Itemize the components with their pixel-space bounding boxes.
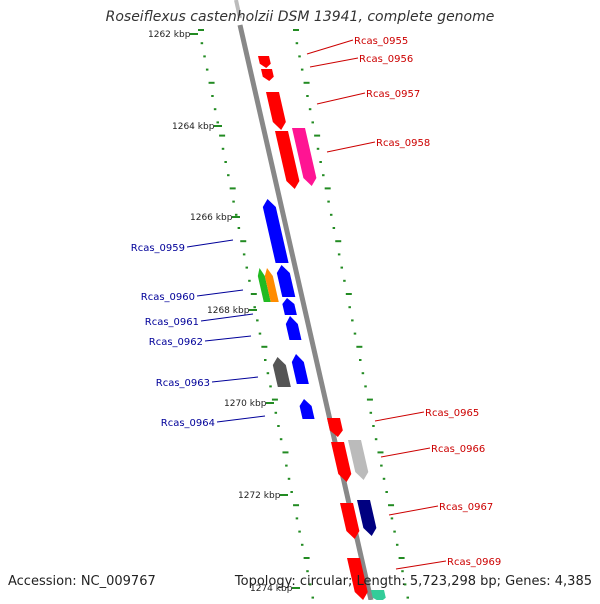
gene-label-rcas-0964-leader — [216, 415, 266, 423]
kbp-label: 1262 kbp — [148, 30, 191, 40]
gene-label-rcas-0959-leader — [186, 239, 234, 248]
gene-rcas-0964 — [299, 399, 315, 419]
gene-label-rcas-0967-leader — [388, 505, 439, 516]
gene-label-rcas-0962-leader — [204, 335, 252, 342]
gene-label-rcas-0965: Rcas_0965 — [425, 408, 479, 419]
kbp-label: 1272 kbp — [238, 491, 281, 501]
gene-extra — [371, 590, 386, 602]
gene-label-rcas-0957: Rcas_0957 — [366, 89, 420, 100]
gene-rcas-0967 — [357, 500, 377, 536]
gene-label-rcas-0966: Rcas_0966 — [431, 444, 485, 455]
gene-label-rcas-0967: Rcas_0967 — [439, 502, 493, 513]
gene-rcas-0955 — [258, 56, 271, 68]
gene-label-rcas-0963-leader — [211, 376, 259, 383]
gene-rcas-0957 — [266, 92, 286, 130]
gene-label-rcas-0960: Rcas_0960 — [141, 292, 195, 303]
gene-label-rcas-0955: Rcas_0955 — [354, 36, 408, 47]
kbp-label: 1264 kbp — [172, 122, 215, 132]
gene-rcas-0966 — [348, 440, 369, 480]
gene-rcas-0961a — [276, 265, 296, 297]
gene-rcas-0959 — [262, 199, 289, 263]
gene-rcas-0961 — [282, 298, 297, 315]
kbp-label: 1274 kbp — [250, 584, 293, 594]
gene-rcas-0963b — [291, 354, 309, 384]
backbone-upper-stub — [234, 0, 242, 19]
gene-label-rcas-0964: Rcas_0964 — [161, 418, 215, 429]
map-title: Roseiflexus castenholzii DSM 13941, comp… — [105, 9, 495, 25]
left-tick-track — [198, 29, 315, 599]
right-tick-track — [293, 29, 410, 599]
gene-features — [257, 56, 386, 602]
gene-label-rcas-0966-leader — [380, 447, 431, 458]
gene-label-rcas-0956-leader — [309, 57, 359, 68]
accession-text: Accession: NC_009767 — [8, 574, 156, 589]
gene-label-rcas-0960-leader — [196, 289, 244, 297]
gene-label-rcas-0958: Rcas_0958 — [376, 138, 430, 149]
kbp-scale: 1262 kbp 1264 kbp 1266 kbp 1268 kbp 1270 kbp… — [148, 30, 300, 594]
gene-rcas-0966a — [331, 442, 352, 482]
gene-label-rcas-0957-leader — [316, 92, 366, 105]
gene-label-rcas-0962: Rcas_0962 — [149, 337, 203, 348]
gene-rcas-0957b — [275, 131, 300, 189]
gene-label-rcas-0965-leader — [374, 411, 425, 422]
gene-rcas-0958 — [292, 128, 317, 186]
genome-summary-text: Topology: circular; Length: 5,723,298 bp… — [234, 574, 592, 589]
gene-label-rcas-0961: Rcas_0961 — [145, 317, 199, 328]
kbp-label: 1270 kbp — [224, 399, 267, 409]
gene-rcas-0965 — [327, 418, 343, 437]
gene-label-rcas-0959: Rcas_0959 — [131, 243, 185, 254]
kbp-label: 1268 kbp — [207, 306, 250, 316]
kbp-label: 1266 kbp — [190, 213, 233, 223]
gene-label-rcas-0969-leader — [395, 560, 447, 570]
gene-label-rcas-0958-leader — [326, 141, 376, 153]
gene-rcas-0956 — [261, 69, 274, 81]
gene-label-rcas-0961-leader — [200, 313, 254, 322]
gene-rcas-0967a — [340, 503, 360, 539]
gene-label-rcas-0963: Rcas_0963 — [156, 378, 210, 389]
gene-rcas-0960a — [257, 268, 271, 302]
gene-label-rcas-0969: Rcas_0969 — [447, 557, 501, 568]
gene-label-rcas-0956: Rcas_0956 — [359, 54, 413, 65]
gene-rcas-0962 — [285, 316, 302, 340]
gene-rcas-0969 — [347, 558, 368, 600]
gene-rcas-0960 — [264, 268, 279, 302]
gene-label-rcas-0955-leader — [306, 39, 354, 55]
gene-labels: Rcas_0955 Rcas_0956 Rcas_0957 Rcas_0958 Rcas… — [131, 36, 501, 570]
gene-rcas-0963 — [272, 357, 291, 387]
